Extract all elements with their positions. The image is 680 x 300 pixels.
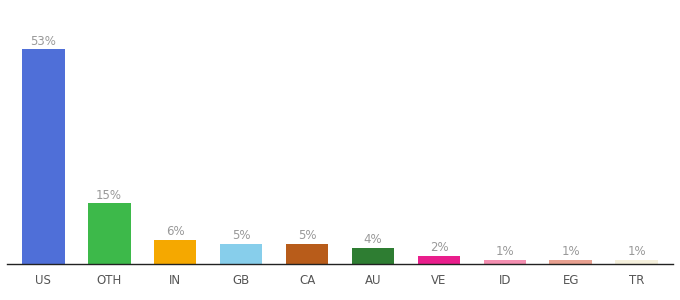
- Text: 2%: 2%: [430, 241, 448, 254]
- Bar: [615, 260, 658, 264]
- Text: 1%: 1%: [496, 245, 514, 258]
- Text: 5%: 5%: [298, 229, 316, 242]
- Bar: [418, 256, 460, 264]
- Bar: [220, 244, 262, 264]
- Bar: [154, 240, 197, 264]
- Bar: [88, 203, 131, 264]
- Text: 53%: 53%: [30, 35, 56, 48]
- Text: 1%: 1%: [628, 245, 646, 258]
- Bar: [22, 49, 65, 264]
- Text: 1%: 1%: [562, 245, 580, 258]
- Text: 5%: 5%: [232, 229, 250, 242]
- Text: 4%: 4%: [364, 233, 382, 246]
- Bar: [549, 260, 592, 264]
- Bar: [286, 244, 328, 264]
- Text: 6%: 6%: [166, 225, 184, 238]
- Bar: [352, 248, 394, 264]
- Text: 15%: 15%: [96, 189, 122, 202]
- Bar: [483, 260, 526, 264]
